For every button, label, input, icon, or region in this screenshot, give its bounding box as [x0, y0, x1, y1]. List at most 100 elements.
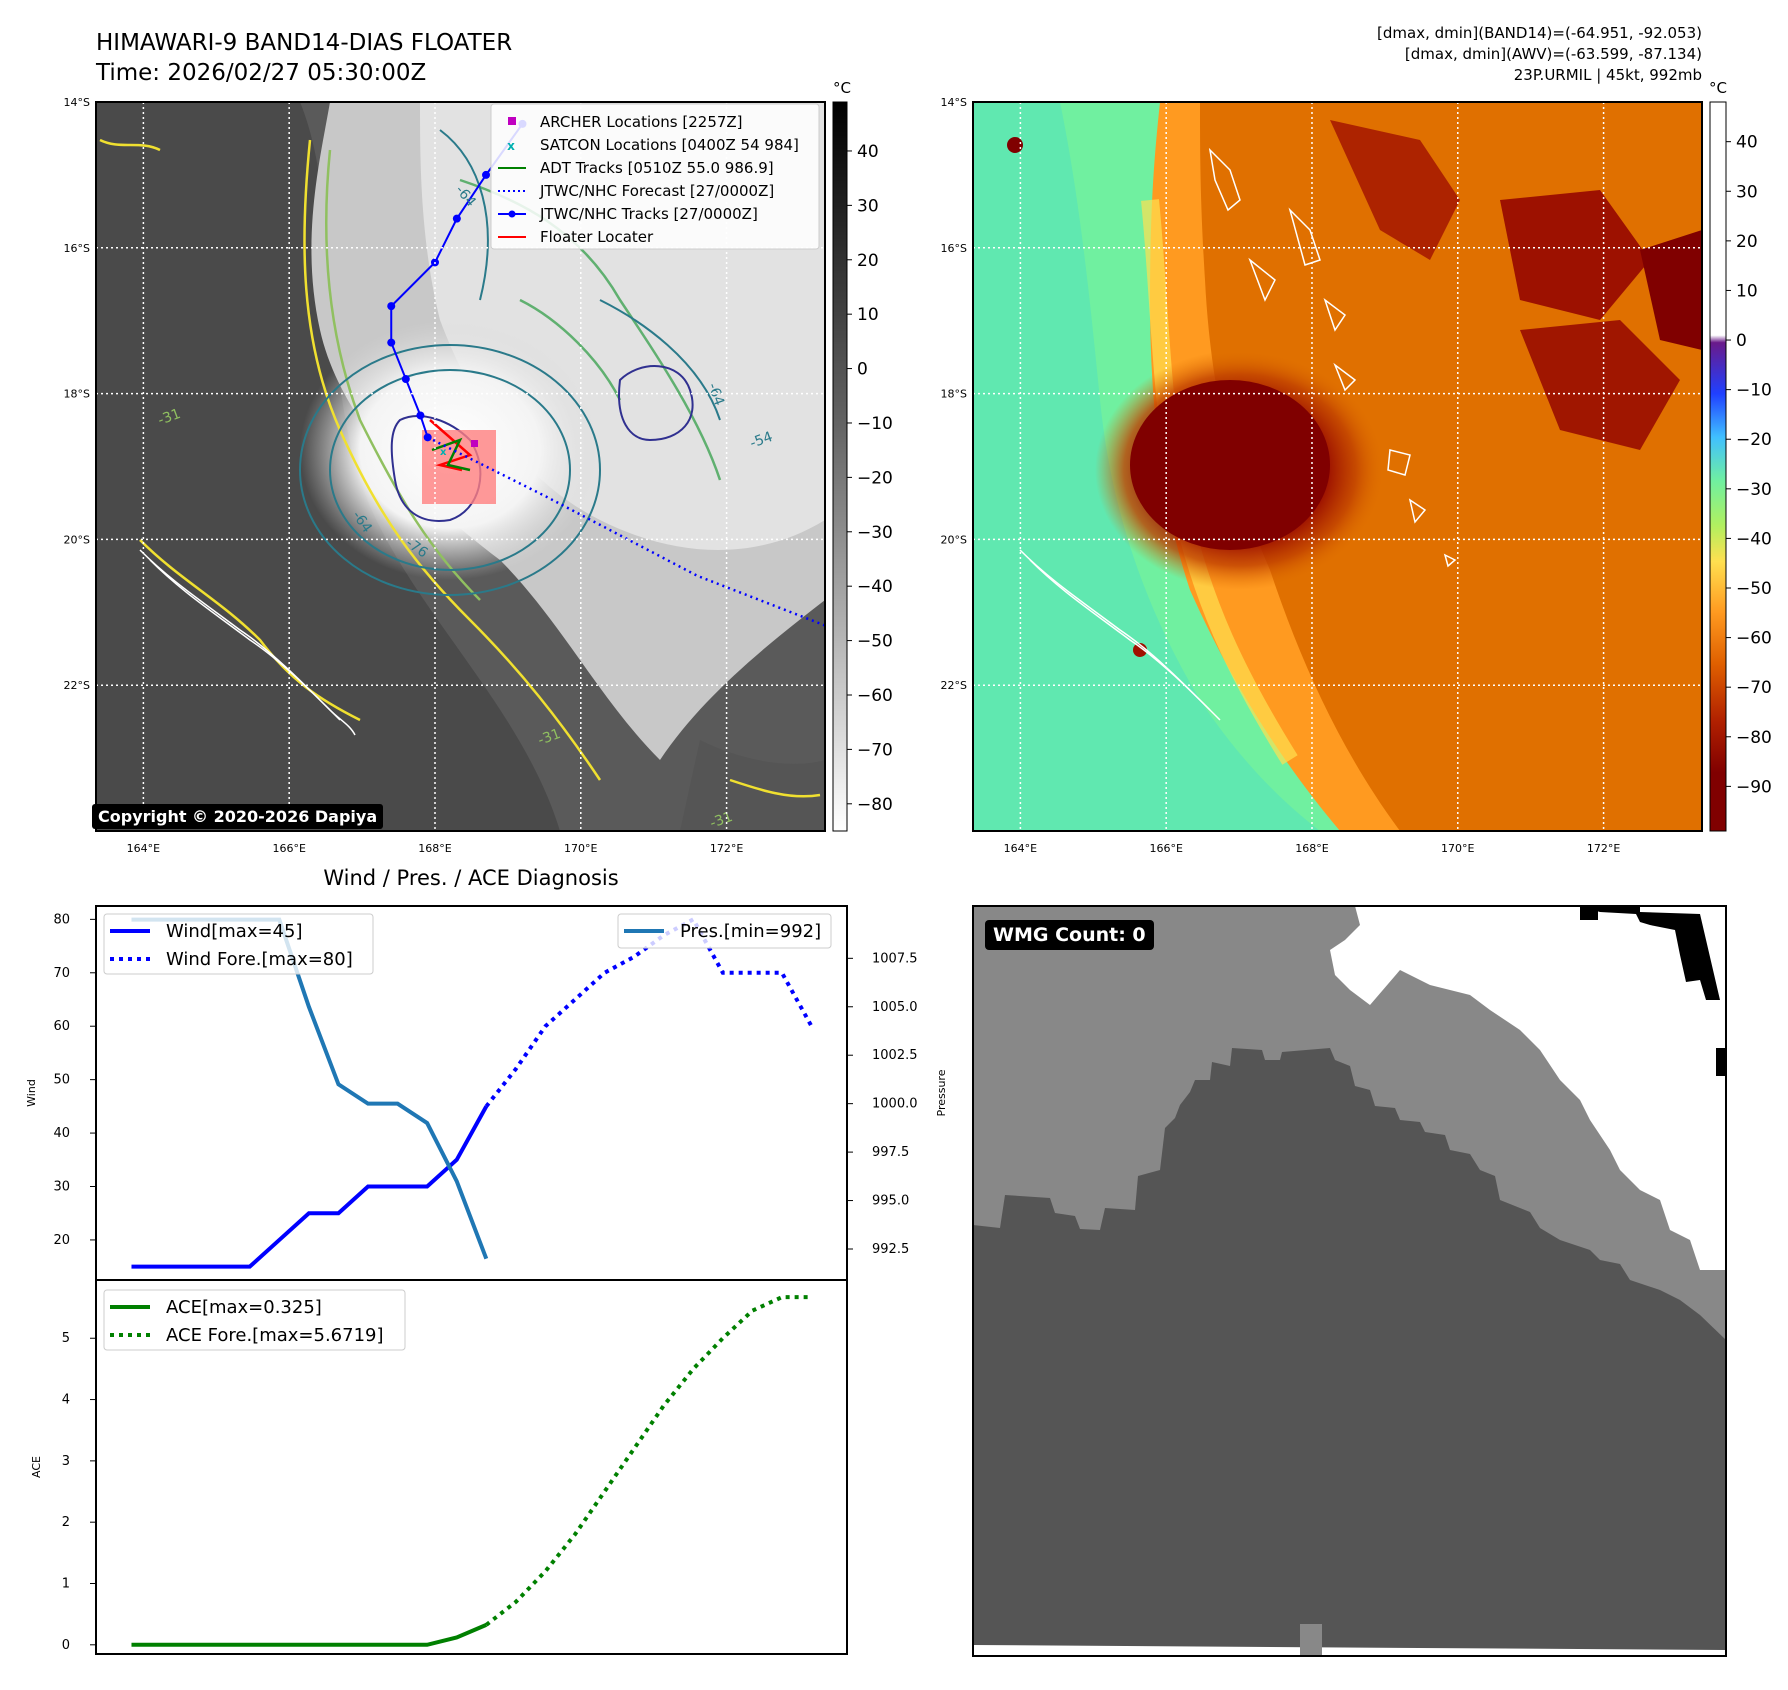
- colorbar-tick-label: −40: [857, 577, 893, 597]
- pressure-y-ticks: 992.5 995.0 997.5 1000.0 1002.5 1005.0 1007.5: [847, 951, 918, 1257]
- legend-label: ACE[max=0.325]: [166, 1297, 322, 1318]
- enhanced-imagery: [973, 102, 1702, 831]
- colorbar-tick-label: 0: [1736, 331, 1747, 351]
- wmg-count-badge: WMG Count: 0: [985, 920, 1154, 950]
- track-point: [387, 338, 396, 347]
- ir-map-frame: [95, 101, 826, 832]
- info-awv: [dmax, dmin](AWV)=(-63.599, -87.134): [1405, 45, 1702, 63]
- lon-tick-label: 170°E: [1441, 842, 1474, 855]
- colorbar-tick-label: 0: [857, 360, 868, 380]
- colorbar-tick-label: −60: [857, 686, 893, 706]
- wmg-frame: [972, 905, 1727, 1657]
- lon-tick-label: 170°E: [564, 842, 597, 855]
- wind-tick-label: 50: [53, 1073, 70, 1088]
- lon-tick-label: 172°E: [1587, 842, 1620, 855]
- lat-tick-label: 20°S: [941, 533, 967, 546]
- colorbar-tick-label: −20: [1736, 430, 1772, 450]
- lat-tick-label: 22°S: [64, 679, 90, 692]
- colorbar-tick-label: −30: [1736, 480, 1772, 500]
- ace-tick-label: 1: [62, 1576, 70, 1591]
- colorbar-tick-label: −90: [1736, 777, 1772, 797]
- lat-tick-label: 16°S: [64, 242, 90, 255]
- wind-legend: Wind[max=45] Wind Fore.[max=80]: [103, 913, 374, 975]
- lat-tick-label: 14°S: [941, 96, 967, 109]
- colorbar-tick-label: 40: [1736, 133, 1758, 153]
- ace-tick-label: 0: [62, 1638, 70, 1653]
- satcon-marker: x: [440, 447, 447, 458]
- lon-tick-label: 168°E: [1295, 842, 1328, 855]
- wind-tick-label: 40: [53, 1126, 70, 1141]
- ace-chart: 0 1 2 3 4 5 ACE ACE[max=0.325] ACE Fore.[max=…: [30, 1279, 848, 1655]
- lat-tick-label: 18°S: [64, 388, 90, 401]
- track-point: [482, 170, 491, 179]
- chart-title: Wind / Pres. / ACE Diagnosis: [323, 866, 618, 890]
- legend-label: Wind Fore.[max=80]: [166, 949, 353, 970]
- colorbar-tick-label: −50: [857, 632, 893, 652]
- lat-ticks: 14°S 16°S 18°S 20°S 22°S: [64, 96, 90, 692]
- colorbar-tick-label: −70: [857, 740, 893, 760]
- wmg-panel: [972, 905, 1727, 1657]
- colorbar-tick-label: 20: [1736, 232, 1758, 252]
- legend-label: Floater Locater: [540, 228, 654, 246]
- legend-label: Wind[max=45]: [166, 921, 303, 942]
- colorbar-tick-label: −30: [857, 523, 893, 543]
- colorbar-tick-label: 30: [857, 196, 879, 216]
- legend-label: ACE Fore.[max=5.6719]: [166, 1325, 384, 1346]
- colorbar-tick-label: −20: [857, 468, 893, 488]
- ace-tick-label: 3: [62, 1454, 70, 1469]
- ace-tick-label: 2: [62, 1515, 70, 1530]
- colorbar-tick-label: 10: [1736, 281, 1758, 301]
- map-legend: x ARCHER Locations [2257Z] SATCON Locati…: [490, 103, 820, 250]
- colorbar-tick-label: 10: [857, 305, 879, 325]
- lat-tick-label: 18°S: [941, 388, 967, 401]
- enhanced-map-panel: 14°S 16°S 18°S 20°S 22°S 164°E 166°E 168°E 170°…: [941, 96, 1703, 855]
- pressure-tick-label: 1002.5: [872, 1048, 918, 1063]
- pressure-tick-label: 1007.5: [872, 951, 918, 966]
- pressure-tick-label: 992.5: [872, 1242, 909, 1257]
- figure-header: HIMAWARI-9 BAND14-DIAS FLOATER Time: 202…: [95, 24, 1702, 86]
- legend-label: ADT Tracks [0510Z 55.0 986.9]: [540, 159, 774, 177]
- lon-tick-label: 166°E: [272, 842, 305, 855]
- colorbar-tick-label: −60: [1736, 629, 1772, 649]
- series-line: [484, 916, 814, 1108]
- pressure-axis-label: Pressure: [935, 1069, 948, 1116]
- enhanced-map-frame: [972, 101, 1703, 832]
- color-colorbar: °C 40 30 20 10 0 −10 −20 −30 −40 −50 −60 −70 −80 −90: [1709, 79, 1772, 832]
- wind-tick-label: 60: [53, 1019, 70, 1034]
- satcon-legend-icon: x: [507, 139, 515, 153]
- info-storm: 23P.URMIL | 45kt, 992mb: [1514, 66, 1702, 84]
- track-point: [387, 302, 396, 311]
- info-band14: [dmax, dmin](BAND14)=(-64.951, -92.053): [1377, 24, 1702, 42]
- contour-label: -54: [748, 429, 775, 452]
- wind-tick-label: 20: [53, 1233, 70, 1248]
- colorbar-tick-label: −10: [1736, 381, 1772, 401]
- lat-tick-label: 14°S: [64, 96, 90, 109]
- figure-title: HIMAWARI-9 BAND14-DIAS FLOATER: [96, 30, 512, 56]
- pressure-tick-label: 995.0: [872, 1194, 909, 1209]
- colorbar-unit: °C: [1709, 79, 1727, 97]
- contour-label: -31: [536, 726, 563, 749]
- lon-tick-label: 164°E: [127, 842, 160, 855]
- jtwc-forecast: [427, 436, 825, 627]
- colorbar-tick-label: 20: [857, 251, 879, 271]
- wind-tick-label: 70: [53, 966, 70, 981]
- figure-time: Time: 2026/02/27 05:30:00Z: [95, 60, 426, 86]
- colorbar-tick-label: −80: [857, 795, 893, 815]
- ace-tick-label: 5: [62, 1331, 70, 1346]
- lon-ticks: 164°E 166°E 168°E 170°E 172°E: [1004, 842, 1621, 855]
- ace-tick-label: 4: [62, 1393, 70, 1408]
- contour-label: -31: [156, 406, 183, 429]
- pressure-tick-label: 1005.0: [872, 1000, 918, 1015]
- pressure-tick-label: 1000.0: [872, 1097, 918, 1112]
- map-gridlines: [973, 102, 1702, 831]
- colorbar-tick-label: −10: [857, 414, 893, 434]
- ir-map-panel: x -64 -64 -76 -64 -54 -31 -31 -31 14°S16…: [64, 96, 826, 855]
- legend-label: Pres.[min=992]: [680, 921, 821, 942]
- pressure-legend: Pres.[min=992]: [617, 913, 832, 949]
- lon-tick-label: 172°E: [710, 842, 743, 855]
- track-point: [452, 214, 461, 223]
- lat-tick-label: 20°S: [64, 533, 90, 546]
- ace-series: [131, 1295, 812, 1647]
- wind-tick-label: 30: [53, 1180, 70, 1195]
